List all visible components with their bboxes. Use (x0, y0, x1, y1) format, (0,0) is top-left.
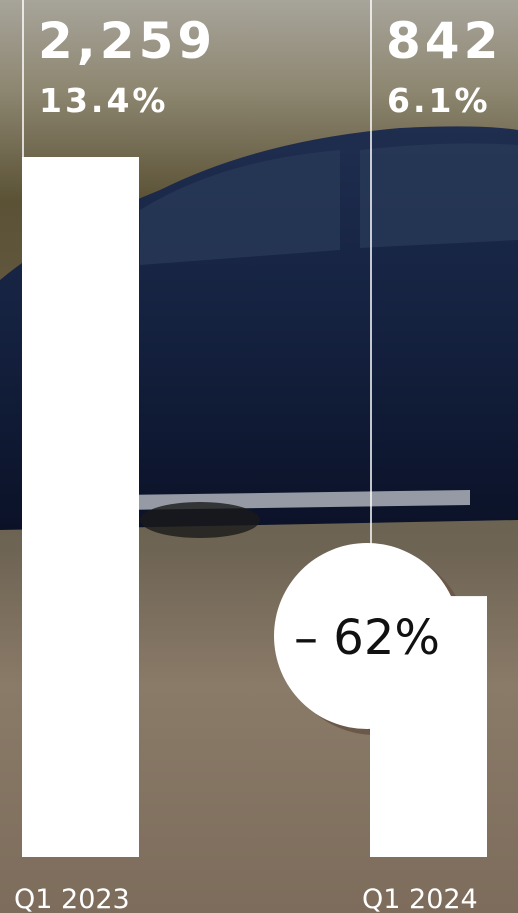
wheel (140, 502, 260, 538)
category-label: Q1 2023 (14, 884, 130, 913)
change-badge (274, 543, 460, 729)
bar (22, 157, 139, 857)
share-label: 6.1% (387, 81, 491, 120)
car-window (140, 150, 340, 265)
value-label: 2,259 (38, 12, 216, 70)
change-label: – 62% (294, 610, 440, 666)
value-label: 842 (386, 12, 502, 70)
category-label: Q1 2024 (362, 884, 478, 913)
car-window (360, 143, 518, 248)
share-label: 13.4% (39, 81, 169, 120)
